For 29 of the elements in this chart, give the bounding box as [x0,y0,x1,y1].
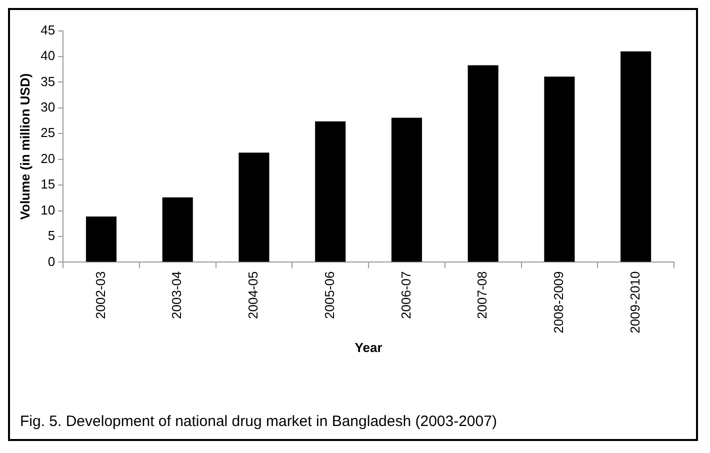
y-tick-label: 25 [40,125,56,140]
x-tick-label: 2007-08 [474,271,490,319]
bar [315,121,346,262]
x-tick-label: 2006-07 [398,271,414,319]
y-tick-label: 35 [40,74,56,89]
x-axis-title: Year [354,340,382,355]
y-tick-label: 20 [40,150,56,166]
y-axis-title: Volume (in million USD) [17,73,32,220]
x-tick-label: 2003-04 [169,271,184,319]
bar [544,76,575,262]
bar [238,152,270,262]
x-tick-label: 2009-2010 [627,271,642,334]
x-tick-label: 2002-03 [92,271,108,319]
caption: Fig. 5. Development of national drug market in Bangladesh (2003-2007) [20,412,498,431]
y-tick-label: 0 [48,254,56,269]
bar [468,65,498,262]
x-tick-label: 2005-06 [322,271,337,319]
bar [86,216,117,262]
y-tick-label: 45 [40,22,56,38]
bar [162,197,193,262]
y-tick-label: 40 [40,48,56,64]
y-tick-label: 10 [40,202,56,218]
x-tick-label: 2008-2009 [551,271,566,334]
bar [620,51,652,262]
bar [391,118,422,262]
y-tick-label: 5 [48,228,56,244]
y-tick-label: 30 [40,100,56,115]
y-tick-label: 15 [40,176,56,192]
x-tick-label: 2004-05 [246,271,261,319]
